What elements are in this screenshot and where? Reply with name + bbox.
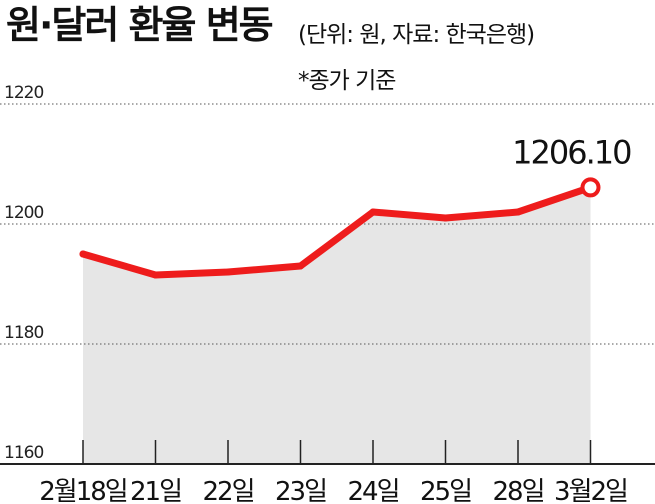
x-tick-label: 24일 (347, 477, 398, 504)
chart-note: *종가 기준 (298, 68, 396, 94)
area-fill (83, 187, 591, 464)
data-point (442, 214, 449, 222)
data-point (297, 262, 304, 270)
data-point (514, 208, 522, 216)
x-tick-label: 21일 (130, 477, 181, 504)
chart-title: 원·달러 환율 변동 (6, 3, 274, 47)
x-tick-label: 2월18일 (39, 477, 127, 504)
chart-subtitle: (단위: 원, 자료: 한국은행) (298, 22, 535, 48)
data-point (152, 271, 159, 279)
x-tick-label: 22일 (202, 477, 253, 504)
end-point-marker (580, 177, 601, 198)
data-point (369, 208, 377, 216)
y-tick-label: 1200 (4, 203, 43, 223)
x-tick-label: 3월2일 (554, 477, 627, 504)
x-tick-label: 25일 (420, 477, 471, 504)
data-label: 1206.10 (512, 133, 631, 171)
y-tick-label: 1160 (4, 443, 43, 463)
series-line (79, 183, 594, 279)
x-tick-label: 23일 (275, 477, 326, 504)
x-tick-label: 28일 (492, 477, 543, 504)
data-point (224, 268, 232, 276)
data-point (79, 250, 87, 258)
y-tick-label: 1180 (4, 323, 43, 343)
y-tick-label: 1220 (4, 83, 43, 103)
